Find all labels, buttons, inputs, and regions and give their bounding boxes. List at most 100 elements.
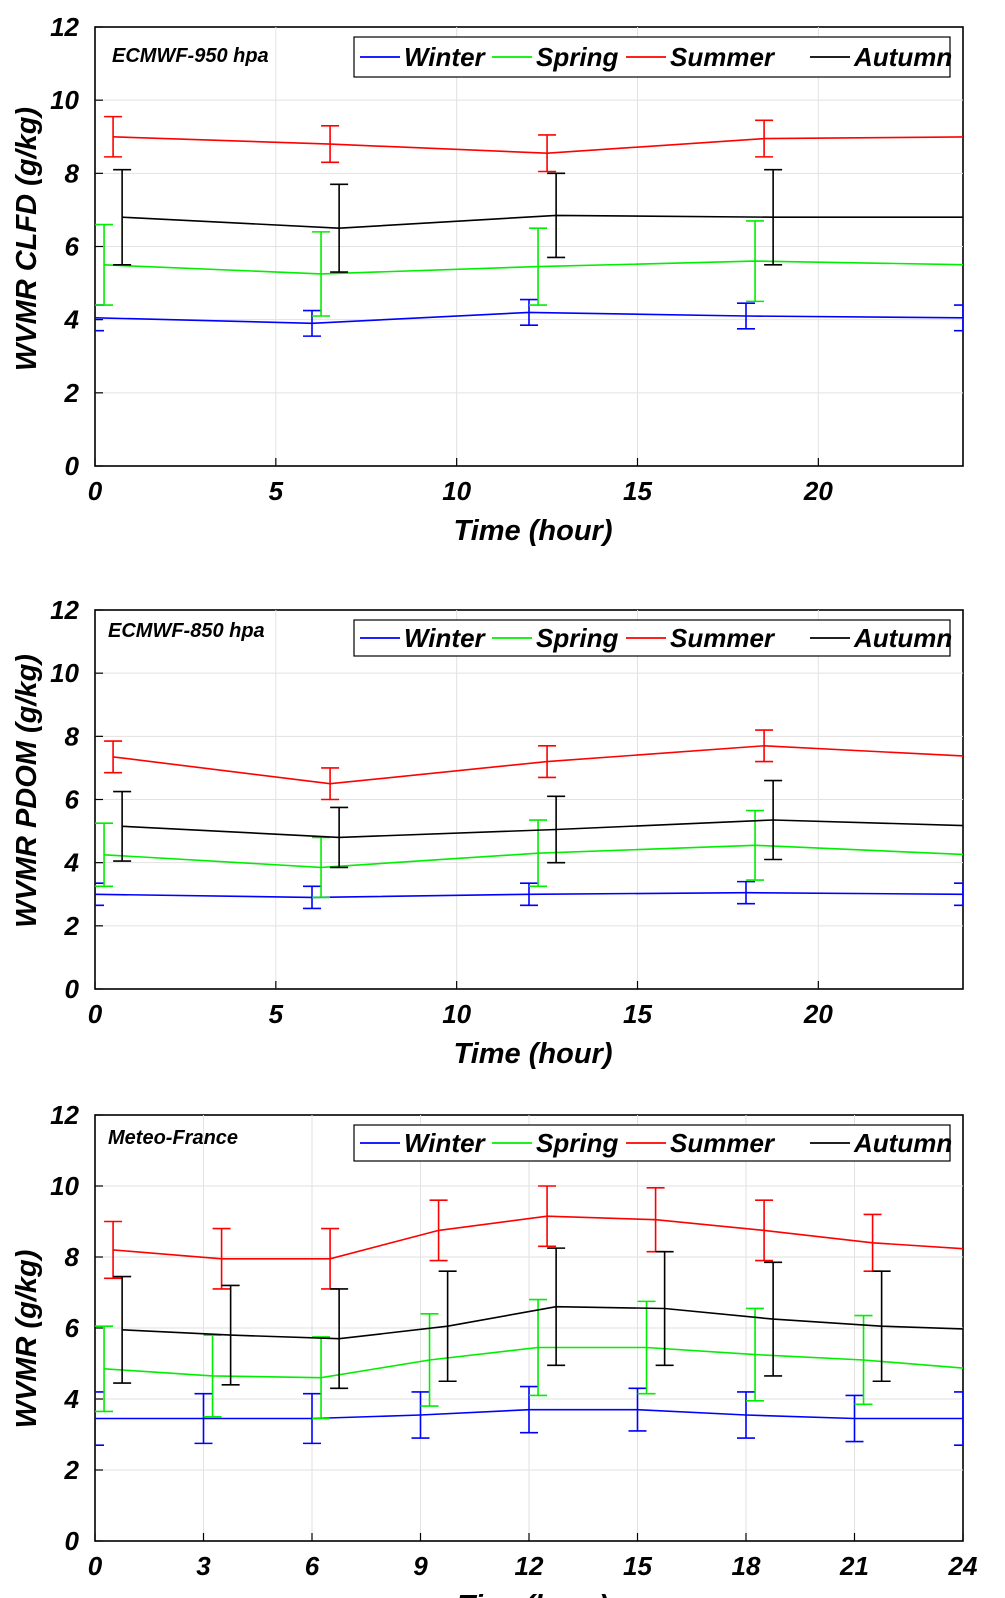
error-bar-autumn bbox=[981, 170, 999, 265]
x-axis-label: Time (hour) bbox=[454, 515, 613, 547]
error-bar-spring bbox=[529, 819, 548, 888]
error-bar-autumn bbox=[330, 806, 349, 869]
error-bar-autumn bbox=[764, 779, 783, 861]
y-tick-label: 8 bbox=[65, 721, 80, 751]
legend: Winter Spring Summer Autumn bbox=[353, 36, 952, 78]
x-tick-label: 20 bbox=[803, 476, 833, 506]
x-tick-label: 24 bbox=[948, 1551, 978, 1581]
y-tick-label: 6 bbox=[65, 1313, 80, 1343]
error-bar-winter bbox=[303, 309, 321, 337]
legend-label-autumn: Autumn bbox=[853, 623, 952, 653]
error-bar-summer bbox=[429, 1199, 448, 1262]
legend-label-spring: Spring bbox=[536, 623, 618, 653]
error-bar-autumn bbox=[547, 172, 566, 259]
legend-label-winter: Winter bbox=[404, 42, 487, 72]
x-tick-label: 9 bbox=[413, 1551, 428, 1581]
error-bar-spring bbox=[963, 225, 981, 305]
error-bar-summer bbox=[321, 767, 340, 801]
error-bar-spring bbox=[312, 1336, 331, 1420]
error-bar-autumn bbox=[764, 168, 783, 266]
panel-annotation: ECMWF-950 hpa bbox=[112, 45, 269, 67]
x-tick-label: 0 bbox=[88, 1551, 103, 1581]
error-bar-spring bbox=[746, 1307, 765, 1402]
y-tick-label: 10 bbox=[50, 85, 79, 115]
error-bar-spring bbox=[963, 823, 981, 886]
error-bar-winter bbox=[845, 1394, 864, 1443]
x-tick-label: 5 bbox=[269, 999, 284, 1029]
y-tick-label: 8 bbox=[65, 1242, 80, 1272]
panel-annotation: ECMWF-850 hpa bbox=[108, 620, 265, 642]
x-axis-label: Time(hour) bbox=[458, 1590, 609, 1598]
error-bar-winter bbox=[954, 882, 963, 907]
y-tick-label: 6 bbox=[65, 232, 80, 262]
error-bar-autumn bbox=[330, 183, 349, 273]
x-tick-label: 12 bbox=[515, 1551, 544, 1581]
error-bar-summer bbox=[972, 118, 990, 155]
y-axis-label: WVMR (g/kg) bbox=[11, 1250, 43, 1429]
legend-box bbox=[353, 619, 951, 657]
y-tick-label: 4 bbox=[64, 848, 80, 878]
legend-label-summer: Summer bbox=[670, 623, 776, 653]
error-bar-autumn bbox=[981, 1277, 999, 1384]
legend-label-spring: Spring bbox=[536, 1128, 618, 1158]
error-bar-spring bbox=[637, 1300, 656, 1395]
error-bar-spring bbox=[529, 227, 548, 306]
error-bar-autumn bbox=[438, 1270, 457, 1383]
y-tick-label: 4 bbox=[64, 305, 80, 335]
error-bar-summer bbox=[972, 1222, 990, 1279]
x-axis-label: Time (hour) bbox=[454, 1038, 613, 1070]
error-bar-winter bbox=[95, 882, 104, 907]
error-bar-autumn bbox=[221, 1284, 240, 1386]
error-bar-winter bbox=[737, 1391, 755, 1439]
error-bar-summer bbox=[755, 729, 774, 763]
error-bar-winter bbox=[194, 1392, 213, 1445]
error-bar-winter bbox=[303, 1392, 321, 1445]
error-bar-summer bbox=[321, 124, 340, 164]
error-bar-autumn bbox=[547, 795, 566, 864]
y-tick-label: 0 bbox=[65, 451, 80, 481]
legend-label-autumn: Autumn bbox=[853, 1128, 952, 1158]
x-tick-label: 10 bbox=[442, 476, 471, 506]
error-bar-summer bbox=[538, 745, 557, 779]
error-bar-winter bbox=[95, 1391, 104, 1446]
x-tick-label: 0 bbox=[88, 476, 103, 506]
y-tick-label: 12 bbox=[50, 595, 79, 625]
y-tick-label: 0 bbox=[65, 974, 80, 1004]
error-bar-autumn bbox=[547, 1247, 566, 1367]
legend-label-summer: Summer bbox=[670, 1128, 776, 1158]
legend-label-autumn: Autumn bbox=[853, 42, 952, 72]
x-tick-label: 20 bbox=[803, 999, 833, 1029]
y-tick-label: 2 bbox=[64, 378, 80, 408]
series-group bbox=[95, 729, 999, 910]
error-bar-summer bbox=[104, 1220, 123, 1280]
error-bar-summer bbox=[104, 740, 123, 774]
x-tick-label: 6 bbox=[305, 1551, 320, 1581]
error-bar-autumn bbox=[113, 790, 132, 862]
error-bar-summer bbox=[755, 1199, 774, 1262]
error-bar-autumn bbox=[981, 792, 999, 861]
error-bar-summer bbox=[972, 741, 990, 773]
x-tick-label: 15 bbox=[623, 1551, 652, 1581]
error-bar-winter bbox=[737, 880, 755, 905]
error-bar-spring bbox=[95, 1325, 114, 1413]
error-bar-summer bbox=[538, 1185, 557, 1248]
y-tick-label: 2 bbox=[64, 911, 80, 941]
error-bar-spring bbox=[746, 809, 765, 881]
x-tick-label: 3 bbox=[196, 1551, 211, 1581]
x-tick-label: 5 bbox=[269, 476, 284, 506]
y-tick-label: 4 bbox=[64, 1384, 80, 1414]
y-axis-label: WVMR CLFD (g/kg) bbox=[11, 107, 43, 371]
error-bar-autumn bbox=[330, 1288, 349, 1390]
error-bar-summer bbox=[212, 1227, 231, 1290]
x-tick-label: 15 bbox=[623, 999, 652, 1029]
y-tick-label: 0 bbox=[65, 1526, 80, 1556]
error-bar-summer bbox=[538, 134, 557, 173]
y-tick-label: 8 bbox=[65, 158, 80, 188]
legend-label-winter: Winter bbox=[404, 623, 487, 653]
x-tick-label: 18 bbox=[732, 1551, 761, 1581]
error-bar-winter bbox=[628, 1387, 647, 1432]
error-bar-spring bbox=[420, 1313, 439, 1407]
error-bar-winter bbox=[520, 1385, 538, 1434]
error-bar-winter bbox=[520, 882, 538, 907]
